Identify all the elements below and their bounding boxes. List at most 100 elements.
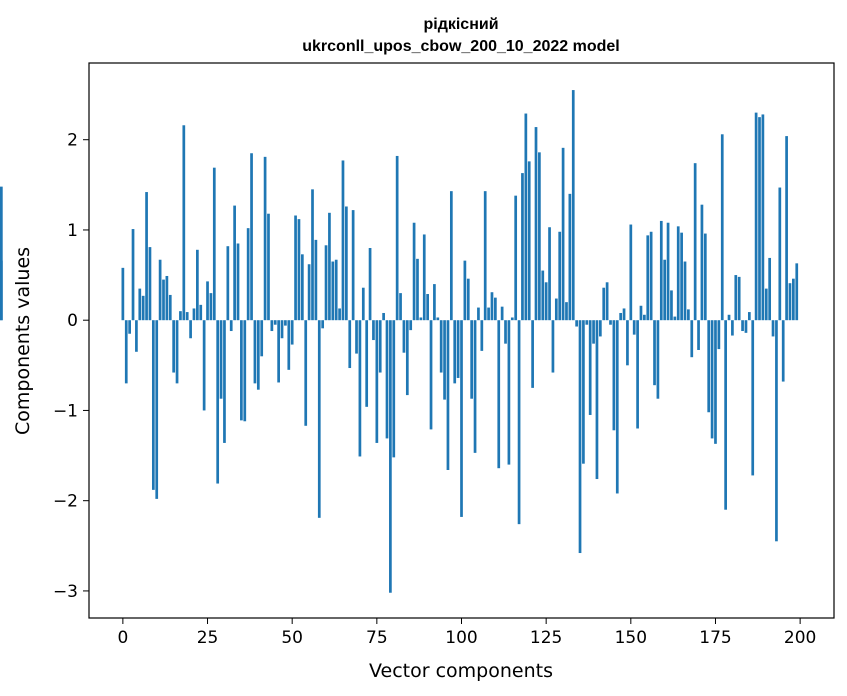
bar-101 — [463, 260, 467, 321]
bar-188 — [758, 117, 761, 321]
bar-55 — [307, 264, 311, 321]
bar-58 — [317, 320, 321, 518]
bar-149 — [626, 320, 629, 366]
bar-65 — [341, 160, 345, 321]
bar-23 — [199, 304, 203, 321]
x-tick-label: 25 — [197, 628, 219, 648]
x-tick-label: 200 — [784, 628, 816, 648]
bar-60 — [324, 245, 328, 321]
bar-93 — [436, 317, 440, 321]
bar-29 — [219, 320, 223, 399]
bar-56 — [311, 189, 314, 321]
bar-70 — [358, 320, 362, 457]
bar-165 — [680, 232, 683, 321]
bar-99 — [456, 320, 460, 378]
bar-30 — [223, 320, 226, 443]
bar-163 — [673, 316, 677, 321]
bar-90 — [426, 294, 429, 321]
bar-14 — [168, 294, 172, 321]
bar-186 — [751, 320, 755, 476]
bar-148 — [622, 308, 626, 321]
bar-21 — [192, 308, 196, 321]
bar-158 — [656, 320, 660, 399]
bar-140 — [595, 320, 599, 480]
bar-33 — [233, 205, 236, 321]
bar-4 — [135, 320, 138, 352]
chart-subtitle: ukrconll_upos_cbow_200_10_2022 model — [302, 38, 619, 55]
bar-105 — [477, 307, 480, 321]
x-tick-label: 0 — [117, 628, 128, 648]
bar-181 — [734, 275, 738, 321]
bar-103 — [470, 320, 474, 399]
bar-9 — [151, 320, 155, 490]
x-tick-label: 150 — [615, 628, 647, 648]
bar-124 — [541, 270, 545, 321]
bar-61 — [328, 212, 331, 321]
bar-25 — [206, 281, 209, 321]
plot-frame — [88, 62, 835, 619]
bar-27 — [212, 167, 216, 321]
bar-6 — [141, 295, 145, 321]
bar-79 — [389, 320, 392, 593]
bar-170 — [697, 320, 700, 350]
bar-192 — [771, 320, 775, 337]
y-tick-label: 2 — [67, 131, 78, 151]
bar-82 — [399, 293, 402, 321]
bar-144 — [609, 320, 612, 325]
bar-110 — [494, 297, 497, 321]
bar-102 — [466, 278, 470, 321]
bar-146 — [615, 320, 619, 494]
bar-84 — [405, 320, 409, 396]
bar-undefined — [0, 186, 3, 321]
bar-130 — [561, 147, 565, 321]
bar-73 — [368, 248, 372, 321]
bar-183 — [741, 320, 744, 332]
bar-179 — [727, 314, 731, 321]
bar-36 — [243, 320, 247, 422]
bar-120 — [527, 161, 531, 321]
bar-76 — [378, 320, 382, 373]
bar-108 — [487, 307, 490, 321]
bar-199 — [795, 263, 799, 321]
bars-group — [0, 90, 799, 593]
bar-94 — [439, 320, 443, 373]
bar-98 — [453, 320, 457, 384]
y-tick-label: 0 — [67, 311, 78, 331]
bar-150 — [629, 224, 633, 321]
bar-96 — [446, 320, 450, 470]
bar-112 — [500, 306, 504, 321]
bar-88 — [419, 317, 423, 321]
bar-175 — [714, 320, 717, 444]
bar-22 — [196, 249, 199, 321]
bar-187 — [754, 112, 758, 321]
bar-69 — [355, 320, 358, 354]
bar-136 — [582, 320, 585, 464]
bar-156 — [649, 231, 653, 321]
bar-31 — [226, 246, 230, 321]
bar-53 — [300, 254, 304, 321]
bar-54 — [304, 320, 308, 426]
bar-68 — [351, 210, 355, 321]
bar-121 — [531, 320, 534, 388]
bar-42 — [263, 156, 267, 321]
bar-74 — [372, 320, 375, 341]
bar-167 — [687, 309, 690, 321]
bar-undefined — [0, 260, 3, 321]
bar-172 — [703, 233, 707, 321]
bar-104 — [473, 320, 477, 453]
bar-159 — [659, 220, 663, 321]
bar-83 — [402, 320, 406, 353]
bar-43 — [267, 213, 270, 321]
bar-182 — [737, 276, 741, 321]
bar-137 — [585, 320, 589, 325]
bar-128 — [554, 298, 558, 321]
bar-193 — [775, 320, 778, 542]
bar-86 — [412, 222, 416, 321]
bar-125 — [544, 282, 548, 321]
bar-12 — [162, 279, 165, 321]
bar-132 — [568, 193, 572, 321]
x-tick-label: 50 — [281, 628, 303, 648]
bar-11 — [158, 259, 162, 321]
